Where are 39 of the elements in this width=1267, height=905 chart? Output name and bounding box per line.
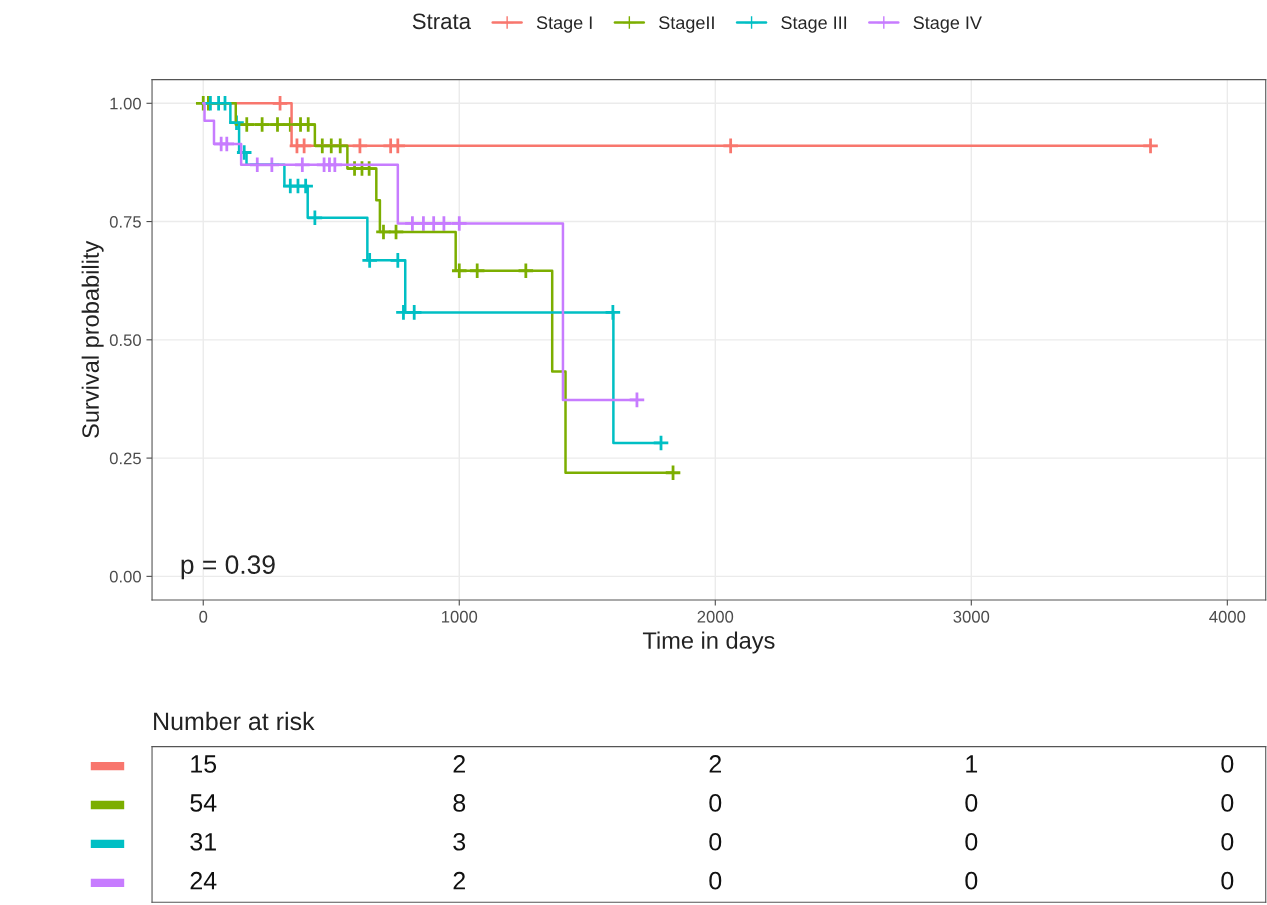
data-label: 2 bbox=[709, 755, 721, 773]
annotation: p = 0.39 bbox=[181, 555, 275, 580]
data-label: 24 bbox=[190, 871, 217, 890]
data-label: 0 bbox=[1221, 871, 1234, 890]
x-tick-label: 3000 bbox=[953, 610, 990, 623]
x-tick-label: 2000 bbox=[697, 610, 734, 623]
data-label: 54 bbox=[190, 794, 217, 812]
legend-label: Stage III bbox=[781, 16, 847, 33]
data-label: 0 bbox=[965, 794, 978, 812]
y-tick-label: 0.25 bbox=[109, 452, 141, 465]
y-tick-label: 1.00 bbox=[110, 97, 141, 110]
data-label: 2 bbox=[453, 755, 465, 773]
y-tick-label: 0.75 bbox=[109, 215, 141, 228]
data-label: 2 bbox=[453, 871, 465, 890]
data-label: 31 bbox=[190, 832, 216, 851]
legend-title: Strata bbox=[412, 13, 472, 30]
data-label: 0 bbox=[965, 871, 978, 890]
y-tick-label: 0.00 bbox=[109, 570, 141, 583]
data-label: 0 bbox=[1221, 794, 1234, 812]
x-axis-title: Time in days bbox=[642, 631, 775, 654]
y-axis-title: Survival probability bbox=[81, 240, 104, 438]
legend-label: Stage IV bbox=[913, 16, 982, 33]
x-tick-label: 0 bbox=[199, 610, 208, 623]
legend-label: Stage I bbox=[536, 16, 592, 33]
legend-label: StageII bbox=[659, 16, 714, 33]
y-tick-label: 0.50 bbox=[109, 334, 141, 347]
data-label: 8 bbox=[453, 794, 466, 812]
data-label: 0 bbox=[709, 871, 722, 890]
data-label: 1 bbox=[966, 755, 978, 773]
data-label: 0 bbox=[1221, 755, 1234, 773]
data-label: 0 bbox=[709, 794, 722, 812]
data-label: 15 bbox=[191, 755, 217, 773]
data-label: 3 bbox=[453, 832, 466, 851]
data-label: 0 bbox=[965, 832, 978, 851]
x-tick-label: 4000 bbox=[1209, 610, 1246, 623]
chart-title: Number at risk bbox=[154, 711, 315, 731]
data-label: 0 bbox=[1221, 832, 1234, 851]
x-tick-label: 1000 bbox=[442, 610, 478, 623]
data-label: 0 bbox=[709, 832, 722, 851]
